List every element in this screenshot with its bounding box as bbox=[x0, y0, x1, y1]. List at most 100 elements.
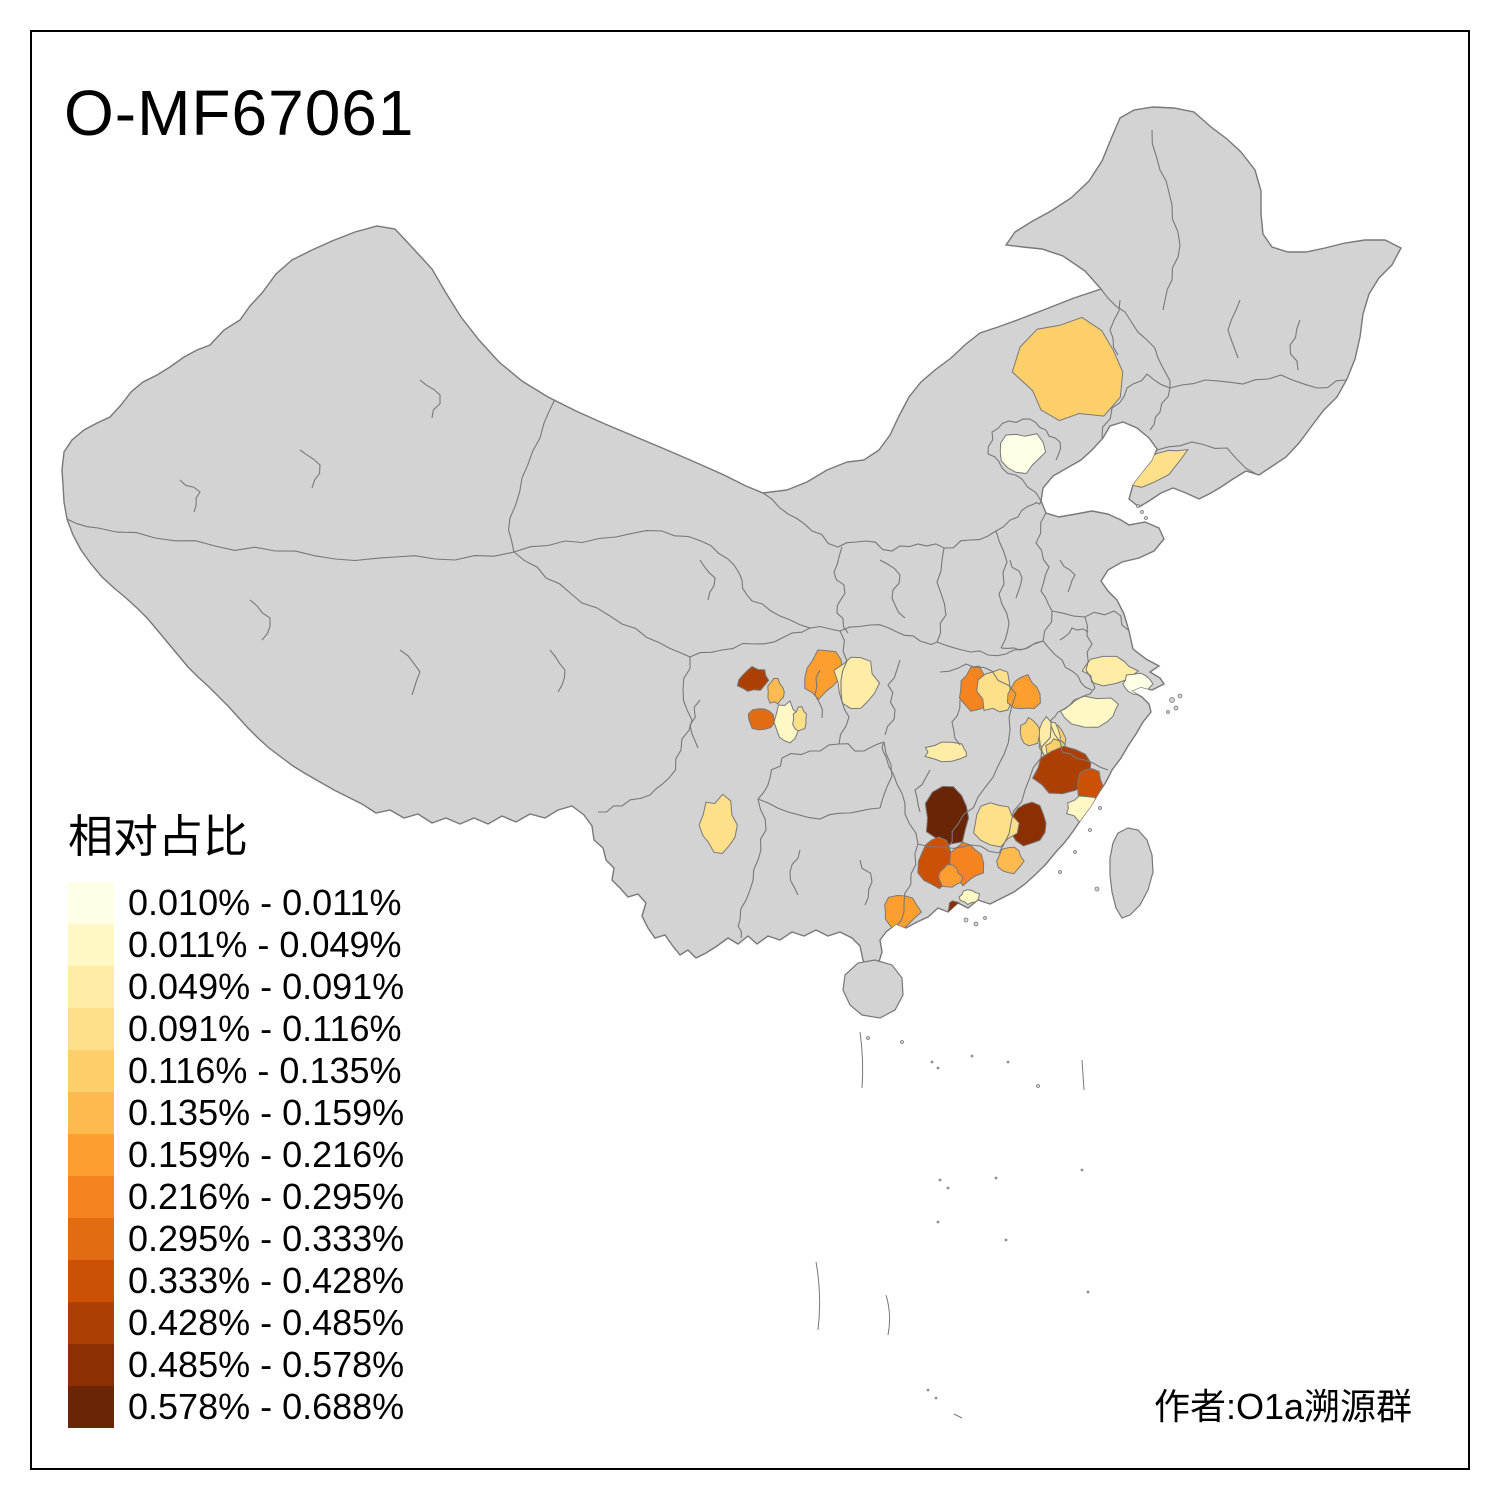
province-border bbox=[757, 757, 783, 800]
legend-label: 0.159% - 0.216% bbox=[128, 1134, 405, 1175]
province-border bbox=[1045, 429, 1062, 461]
map-region bbox=[976, 668, 1013, 713]
province-border bbox=[814, 669, 823, 719]
province-border bbox=[66, 518, 515, 562]
small-island bbox=[1036, 1084, 1040, 1088]
small-island bbox=[926, 1388, 930, 1392]
province-border bbox=[879, 559, 906, 619]
small-island bbox=[1173, 705, 1179, 711]
province-border bbox=[689, 699, 701, 749]
province-border bbox=[1151, 129, 1181, 311]
attribution: 作者:O1a溯源群 bbox=[1153, 1386, 1412, 1427]
legend-row: 0.216% - 0.295% bbox=[68, 1176, 404, 1218]
province-border bbox=[598, 657, 693, 813]
map-region bbox=[1011, 316, 1124, 422]
small-island bbox=[1169, 697, 1175, 703]
map-region bbox=[698, 793, 738, 855]
province-border bbox=[1227, 299, 1241, 359]
province-border bbox=[789, 849, 801, 896]
province-border bbox=[781, 741, 885, 759]
legend-row: 0.049% - 0.091% bbox=[68, 966, 404, 1008]
legend-title: 相对占比 bbox=[68, 811, 249, 862]
map-region bbox=[1019, 716, 1041, 747]
small-island bbox=[1094, 886, 1100, 892]
province-border bbox=[757, 798, 881, 820]
small-island bbox=[1166, 710, 1170, 714]
islands-and-sea-features bbox=[815, 504, 1183, 1419]
legend-row: 0.091% - 0.116% bbox=[68, 1008, 404, 1050]
legend-swatch bbox=[68, 924, 114, 966]
taiwan-island bbox=[1109, 827, 1154, 919]
legend-rows: 0.010% - 0.011% 0.011% - 0.049% 0.049% - 0… bbox=[68, 882, 404, 1428]
legend-label: 0.049% - 0.091% bbox=[128, 966, 405, 1007]
map-region bbox=[924, 785, 970, 847]
legend-label: 0.011% - 0.049% bbox=[128, 924, 402, 965]
province-border bbox=[1009, 559, 1023, 599]
province-border bbox=[1289, 319, 1301, 371]
legend-swatch bbox=[68, 882, 114, 924]
sea-feature bbox=[1081, 1059, 1085, 1091]
legend-swatch bbox=[68, 1092, 114, 1134]
province-border bbox=[1109, 299, 1121, 356]
legend: 相对占比 0.010% - 0.011% 0.011% - 0.049% 0.049… bbox=[68, 812, 404, 1428]
province-border bbox=[1100, 288, 1171, 389]
legend-label: 0.485% - 0.578% bbox=[128, 1344, 405, 1385]
legend-swatch bbox=[68, 1218, 114, 1260]
small-island bbox=[1140, 510, 1144, 514]
small-island bbox=[1073, 850, 1077, 854]
province-border bbox=[549, 649, 566, 693]
legend-label: 0.428% - 0.485% bbox=[128, 1302, 405, 1343]
small-island bbox=[1177, 693, 1183, 699]
legend-swatch bbox=[68, 1344, 114, 1386]
province-border bbox=[1050, 725, 1109, 771]
colored-regions bbox=[698, 316, 1189, 932]
province-border bbox=[737, 798, 767, 939]
small-island bbox=[1086, 1290, 1090, 1294]
province-border bbox=[507, 396, 557, 553]
small-island bbox=[936, 1066, 940, 1070]
province-border bbox=[419, 379, 441, 419]
province-border bbox=[1035, 512, 1053, 612]
legend-row: 0.295% - 0.333% bbox=[68, 1218, 404, 1260]
sea-feature bbox=[885, 1294, 891, 1336]
small-island bbox=[970, 1054, 974, 1058]
small-island bbox=[983, 916, 987, 920]
legend-row: 0.159% - 0.216% bbox=[68, 1134, 404, 1176]
legend-swatch bbox=[68, 1134, 114, 1176]
legend-label: 0.010% - 0.011% bbox=[128, 882, 402, 923]
province-border bbox=[936, 547, 947, 643]
province-border bbox=[513, 530, 753, 602]
province-border bbox=[1169, 374, 1348, 389]
small-island bbox=[900, 1040, 904, 1044]
province-border bbox=[896, 843, 919, 927]
small-island bbox=[1004, 1238, 1008, 1242]
legend-swatch bbox=[68, 1386, 114, 1428]
small-island bbox=[866, 1036, 870, 1040]
map-region bbox=[792, 706, 808, 732]
small-island bbox=[994, 1176, 998, 1180]
province-border bbox=[939, 663, 1017, 695]
legend-swatch bbox=[68, 1260, 114, 1302]
legend-row: 0.428% - 0.485% bbox=[68, 1302, 404, 1344]
province-border bbox=[1149, 387, 1171, 431]
legend-swatch bbox=[68, 1176, 114, 1218]
sea-feature bbox=[815, 1261, 821, 1331]
province-border bbox=[936, 640, 1044, 657]
figure-title: O-MF67061 bbox=[64, 77, 415, 149]
small-island bbox=[930, 1060, 934, 1064]
small-island bbox=[934, 1396, 938, 1400]
province-border bbox=[859, 859, 873, 906]
map-region bbox=[773, 700, 801, 744]
legend-swatch bbox=[68, 966, 114, 1008]
province-border bbox=[946, 693, 1017, 850]
legend-label: 0.295% - 0.333% bbox=[128, 1218, 405, 1259]
province-border bbox=[751, 600, 898, 633]
hainan-island bbox=[842, 959, 904, 1019]
legend-label: 0.216% - 0.295% bbox=[128, 1176, 405, 1217]
map-region bbox=[938, 864, 964, 888]
province-border bbox=[1042, 640, 1093, 691]
map-region bbox=[833, 656, 881, 710]
map-region bbox=[996, 846, 1025, 875]
